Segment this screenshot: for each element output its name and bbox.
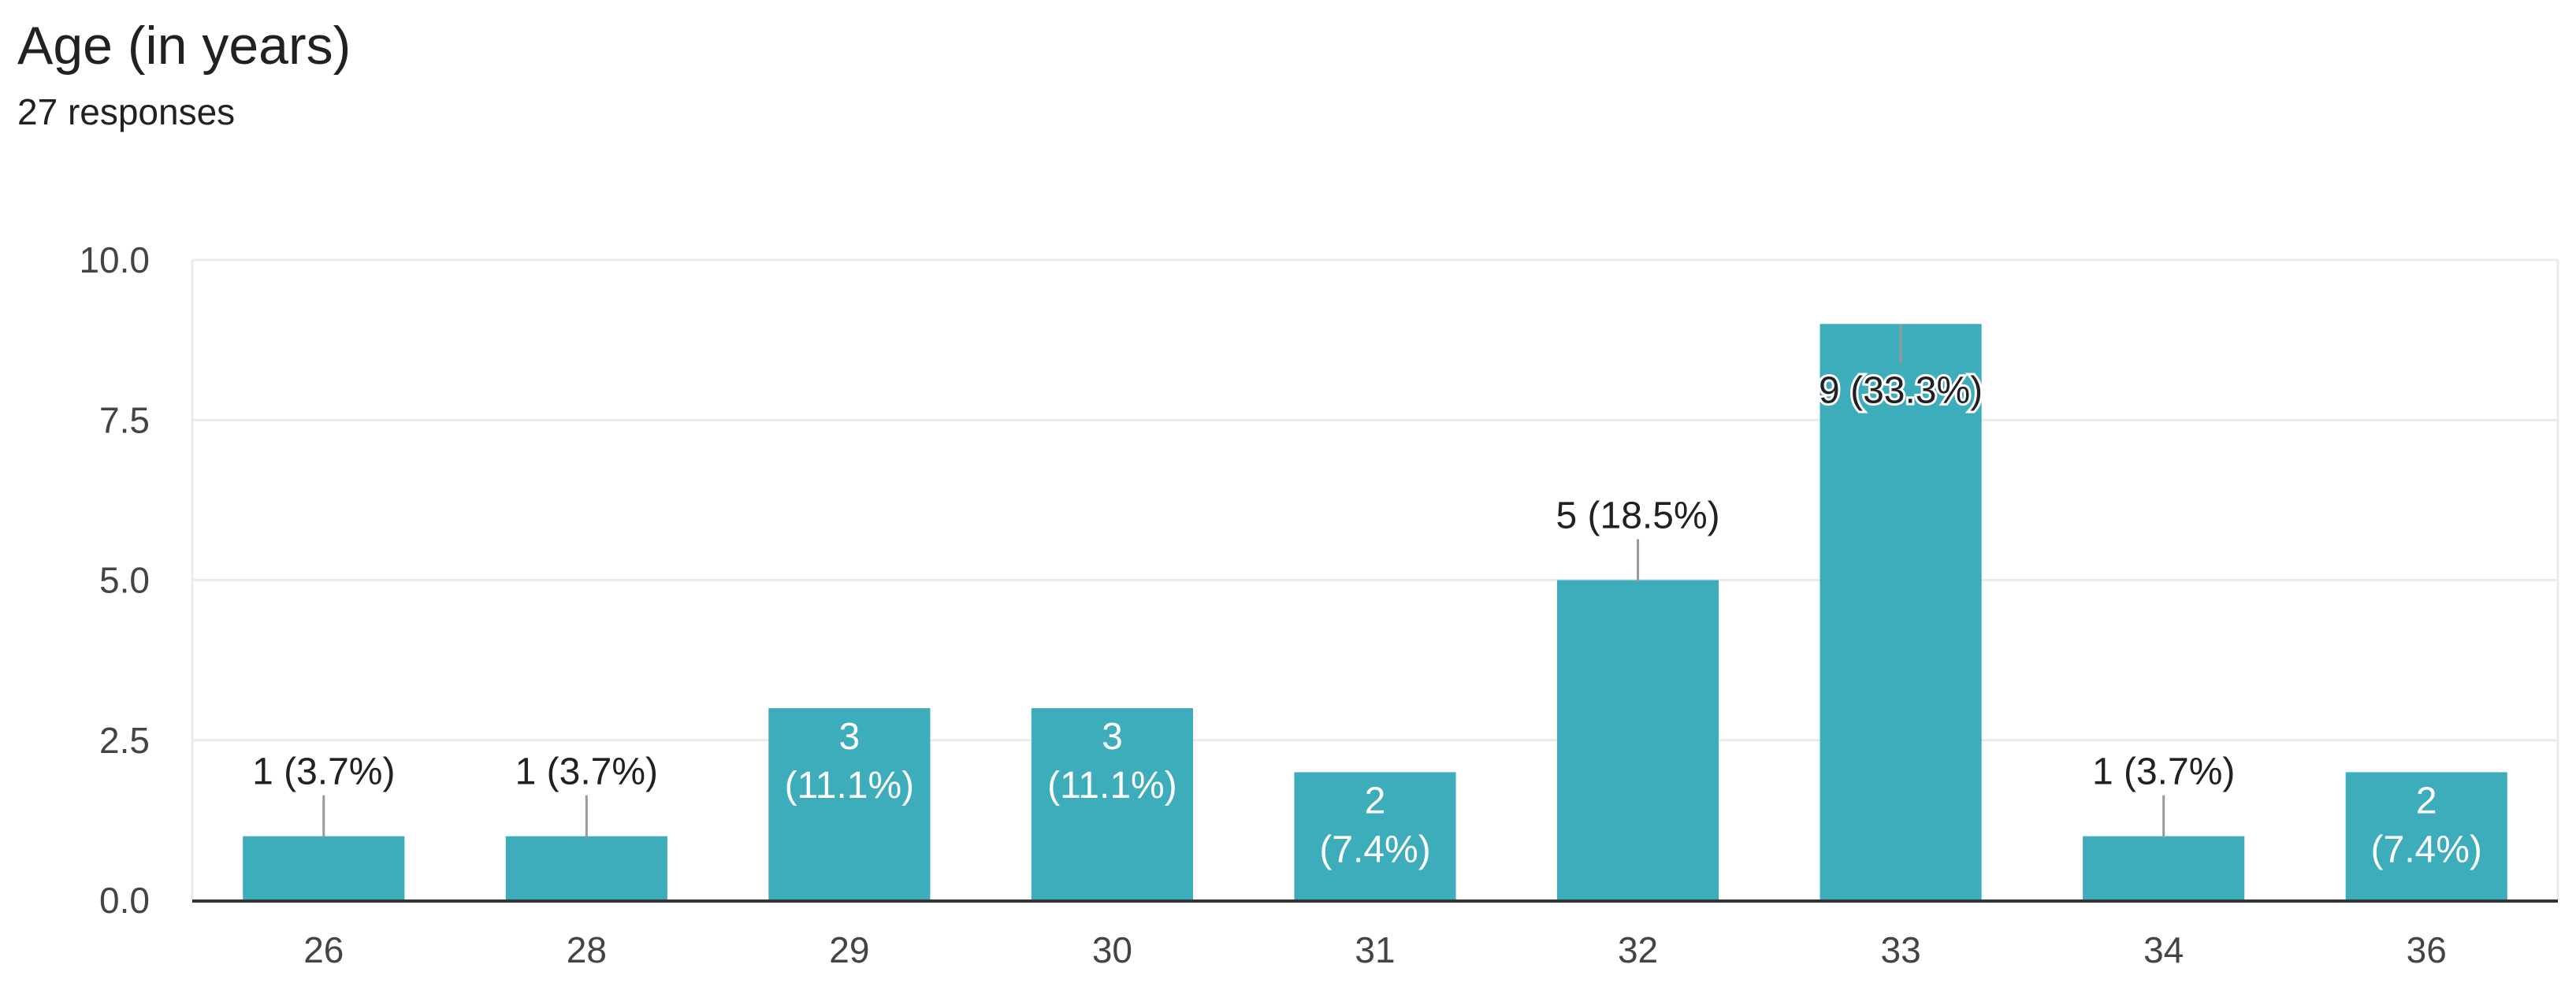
- data-label-percent: (7.4%): [2371, 829, 2482, 870]
- bars: [243, 324, 2507, 900]
- x-tick-label: 34: [2143, 929, 2184, 970]
- x-tick-label: 29: [829, 929, 869, 970]
- x-tick-label: 28: [567, 929, 607, 970]
- x-tick-label: 36: [2407, 929, 2447, 970]
- bar: [2083, 836, 2245, 900]
- bar: [1031, 708, 1194, 900]
- data-label: 1 (3.7%): [515, 751, 658, 793]
- data-label: 1 (3.7%): [252, 751, 395, 793]
- y-axis-ticks: 0.0 2.5 5.0 7.5 10.0: [79, 239, 150, 921]
- data-label-percent: (11.1%): [785, 765, 915, 807]
- bar: [505, 836, 667, 900]
- data-label-percent: (11.1%): [1047, 765, 1177, 807]
- y-tick-label: 7.5: [99, 399, 150, 440]
- x-axis-ticks: 26 28 29 30 31 32 33 34 36: [303, 929, 2447, 970]
- bar: [1820, 324, 1982, 900]
- bar: [1556, 580, 1719, 900]
- bar: [1294, 772, 1456, 900]
- data-label-percent: (7.4%): [1319, 829, 1430, 870]
- data-label-count: 3: [839, 716, 861, 758]
- data-label: 9 (33.3%): [1819, 369, 1983, 411]
- gridlines: [191, 258, 2559, 900]
- bar: [768, 708, 931, 900]
- response-count: 27 responses: [17, 91, 236, 132]
- data-label-count: 2: [1365, 780, 1386, 822]
- bar: [243, 836, 405, 900]
- y-tick-label: 10.0: [79, 239, 150, 280]
- data-label: 1 (3.7%): [2092, 751, 2235, 793]
- data-labels: 1 (3.7%) 1 (3.7%) 3 (11.1%) 3 (11.1%) 2 (7.4%) 5…: [252, 324, 2482, 870]
- x-tick-label: 32: [1618, 929, 1658, 970]
- x-tick-label: 33: [1881, 929, 1921, 970]
- data-label-count: 3: [1102, 716, 1123, 758]
- data-label: 5 (18.5%): [1556, 495, 1720, 537]
- y-tick-label: 2.5: [99, 720, 150, 761]
- x-tick-label: 26: [303, 929, 344, 970]
- chart-title: Age (in years): [17, 16, 351, 76]
- y-tick-label: 0.0: [99, 880, 150, 921]
- x-tick-label: 30: [1092, 929, 1132, 970]
- data-label-count: 2: [2416, 780, 2437, 822]
- bar: [2345, 772, 2507, 900]
- x-tick-label: 31: [1355, 929, 1395, 970]
- chart-header: Age (in years) 27 responses: [17, 6, 351, 135]
- y-tick-label: 5.0: [99, 560, 150, 601]
